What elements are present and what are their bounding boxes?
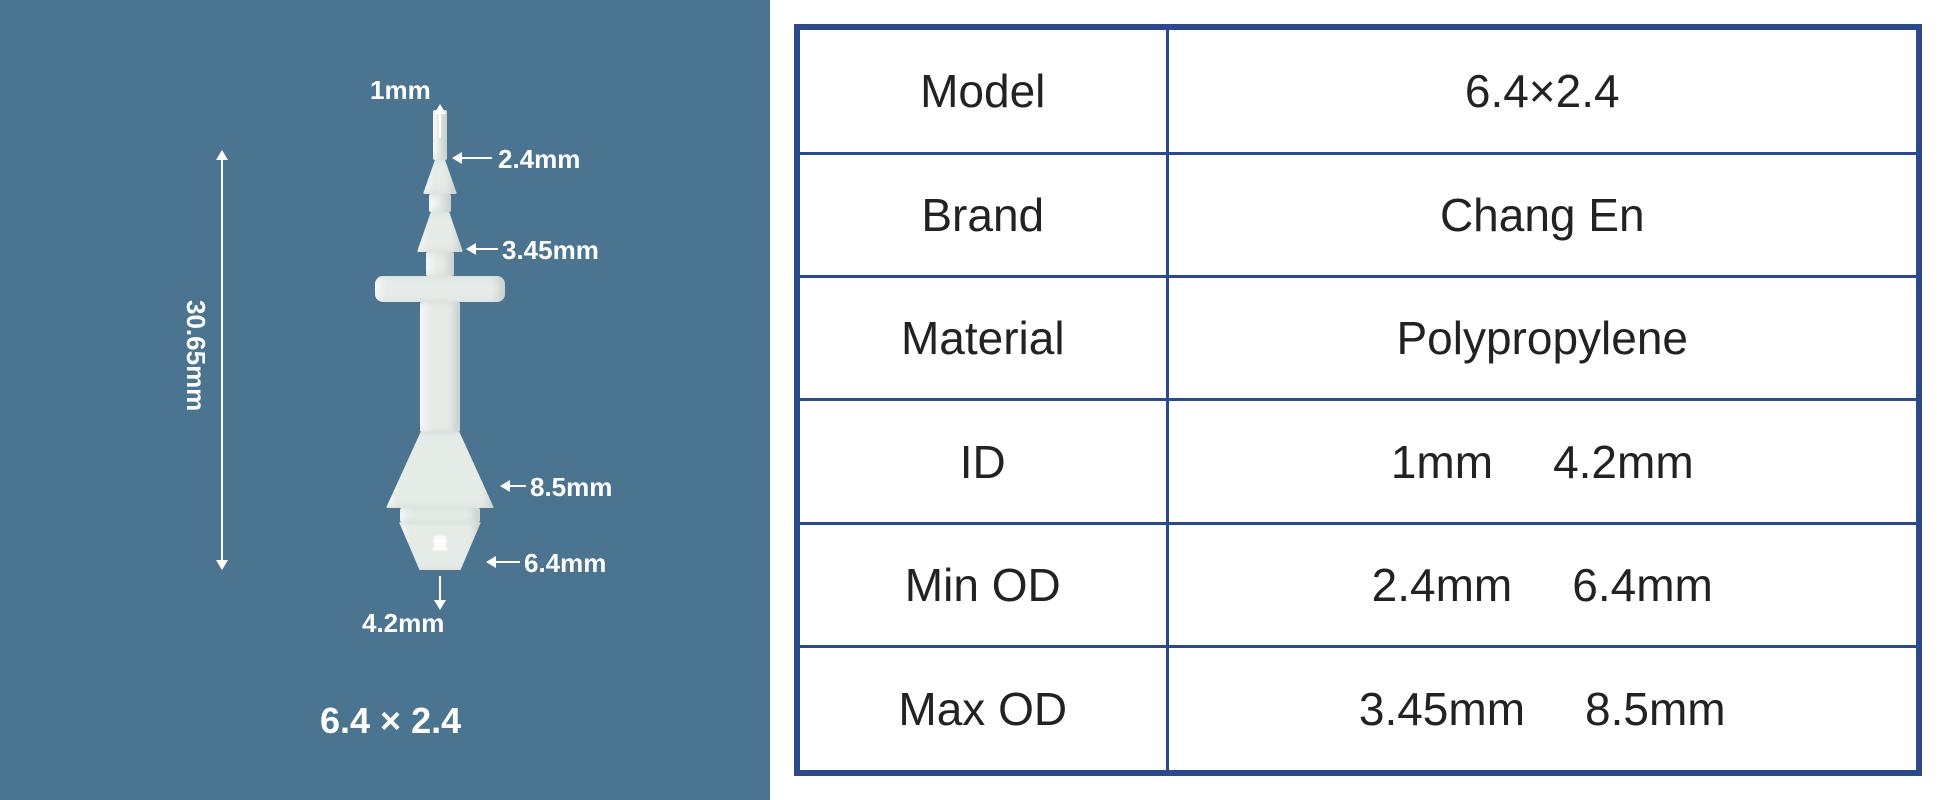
part-flange	[375, 276, 505, 302]
bottom-id-arrow-line	[439, 576, 441, 602]
spec-table-body: Model6.4×2.4BrandChang EnMaterialPolypro…	[797, 27, 1919, 773]
spec-table: Model6.4×2.4BrandChang EnMaterialPolypro…	[794, 24, 1922, 776]
part-barb-2a	[386, 432, 494, 508]
connector-part	[360, 110, 520, 580]
spec-value-item: 6.4mm	[1572, 558, 1713, 612]
arrow-6p4-icon	[486, 556, 496, 568]
spec-value-item: 2.4mm	[1372, 558, 1513, 612]
height-arrow-down-icon	[216, 560, 228, 570]
table-row: ID 1mm 4.2mm	[797, 400, 1919, 523]
height-arrow-up-icon	[216, 150, 228, 160]
dim-upper-min-od: 2.4mm	[498, 144, 580, 175]
dim-bottom-id: 4.2mm	[362, 608, 444, 639]
arrow-2p4-icon	[452, 152, 462, 164]
table-row: Min OD 2.4mm 6.4mm	[797, 523, 1919, 646]
dim-top-id: 1mm	[370, 75, 431, 106]
table-row: BrandChang En	[797, 153, 1919, 276]
arrow-3p45-icon	[466, 243, 476, 255]
arrow-6p4-line	[496, 561, 520, 563]
top-id-arrow-icon	[434, 104, 446, 114]
dim-upper-max-od: 3.45mm	[502, 235, 599, 266]
spec-value: 1mm 4.2mm	[1167, 400, 1919, 523]
part-barb-1a	[423, 160, 457, 194]
spec-key: Material	[797, 277, 1167, 400]
spec-table-panel: Model6.4×2.4BrandChang EnMaterialPolypro…	[770, 0, 1950, 800]
spec-key: Max OD	[797, 646, 1167, 773]
dim-lower-min-od: 6.4mm	[524, 548, 606, 579]
dim-lower-max-od: 8.5mm	[530, 472, 612, 503]
arrow-8p5-line	[510, 485, 526, 487]
part-barb-1b	[417, 212, 463, 252]
tiny-mark: 量	[432, 530, 448, 554]
table-row: Model6.4×2.4	[797, 27, 1919, 153]
top-id-arrow-line	[439, 112, 441, 138]
spec-value-item: 3.45mm	[1359, 682, 1525, 736]
spec-value-item: 1mm	[1391, 435, 1493, 489]
arrow-2p4-line	[462, 157, 492, 159]
spec-value: 3.45mm 8.5mm	[1167, 646, 1919, 773]
part-stem	[420, 302, 460, 432]
part-step	[400, 508, 480, 522]
spec-key: Model	[797, 27, 1167, 153]
part-neck-2	[426, 252, 454, 276]
spec-value: 6.4×2.4	[1167, 27, 1919, 153]
spec-value-item: 4.2mm	[1553, 435, 1694, 489]
height-label: 30.65mm	[180, 300, 211, 411]
spec-key: ID	[797, 400, 1167, 523]
spec-value-item: 8.5mm	[1585, 682, 1726, 736]
arrow-8p5-icon	[500, 480, 510, 492]
diagram-panel: 30.65mm 1mm 2.4mm 3.45mm 8.5mm 6.4mm 4.2…	[0, 0, 770, 800]
spec-value: Chang En	[1167, 153, 1919, 276]
table-row: Max OD 3.45mm 8.5mm	[797, 646, 1919, 773]
spec-value: 2.4mm 6.4mm	[1167, 523, 1919, 646]
diagram-title: 6.4 × 2.4	[320, 700, 461, 742]
part-neck-1	[429, 194, 451, 212]
arrow-3p45-line	[476, 248, 498, 250]
spec-value: Polypropylene	[1167, 277, 1919, 400]
table-row: MaterialPolypropylene	[797, 277, 1919, 400]
spec-key: Min OD	[797, 523, 1167, 646]
height-arrow-line	[221, 160, 223, 560]
spec-key: Brand	[797, 153, 1167, 276]
